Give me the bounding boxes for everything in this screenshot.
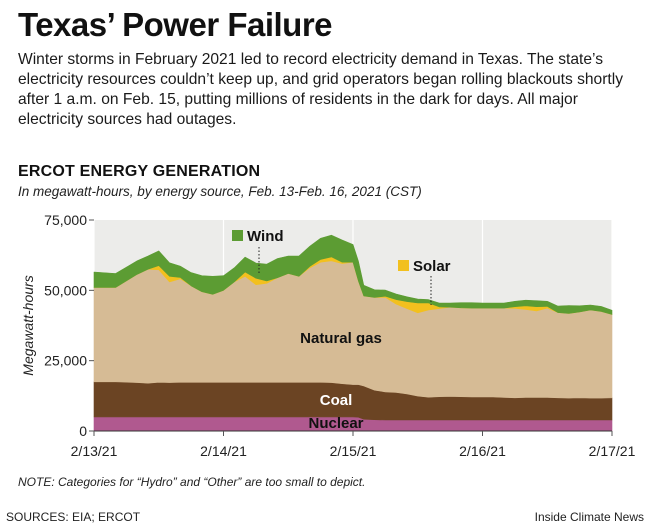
x-tick-label-0: 2/13/21 — [71, 443, 118, 459]
wind-label: Wind — [247, 228, 284, 245]
area-wind — [93, 234, 613, 315]
natural-gas-label: Natural gas — [300, 330, 382, 347]
solar-swatch — [398, 260, 409, 271]
y-tick-label-2: 50,000 — [44, 282, 87, 298]
intro-paragraph: Winter storms in February 2021 led to re… — [18, 51, 624, 128]
chart-title: ERCOT ENERGY GENERATION — [18, 163, 261, 180]
wind-swatch — [232, 230, 243, 241]
x-tick-label-4: 2/17/21 — [589, 443, 636, 459]
page-title: Texas’ Power Failure — [18, 6, 333, 43]
chart-subtitle: In megawatt-hours, by energy source, Feb… — [18, 184, 422, 199]
y-axis-label: Megawatt-hours — [20, 275, 36, 375]
y-tick-label-1: 25,000 — [44, 353, 87, 369]
x-tick-label-3: 2/16/21 — [459, 443, 506, 459]
x-tick-label-1: 2/14/21 — [200, 443, 247, 459]
x-tick-label-2: 2/15/21 — [330, 443, 377, 459]
y-tick-label-3: 75,000 — [44, 212, 87, 228]
y-tick-label-0: 0 — [79, 423, 87, 439]
coal-label: Coal — [320, 392, 353, 409]
chart-note: NOTE: Categories for “Hydro” and “Other”… — [18, 475, 366, 489]
solar-label: Solar — [413, 258, 451, 275]
credit: Inside Climate News — [534, 510, 644, 524]
nuclear-label: Nuclear — [308, 415, 363, 432]
sources: SOURCES: EIA; ERCOT — [6, 510, 141, 524]
